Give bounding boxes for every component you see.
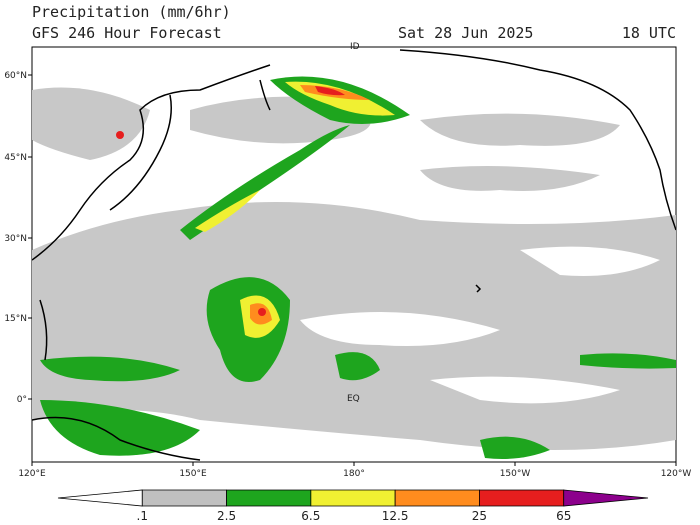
lon-label: 150°E [179, 469, 207, 479]
map [31, 46, 677, 463]
colorbar-label: 25 [472, 509, 487, 523]
colorbar-segment [479, 489, 565, 507]
lat-label: 15°N [4, 314, 27, 324]
colorbar-label: 12.5 [382, 509, 409, 523]
colorbar-label: 2.5 [217, 509, 236, 523]
id-label: ID [350, 42, 360, 52]
colorbar-segment [394, 489, 480, 507]
colorbar-label: 6.5 [301, 509, 320, 523]
time: 18 UTC [622, 24, 676, 42]
eq-label: EQ [347, 394, 360, 404]
title: Precipitation (mm/6hr) [32, 3, 231, 21]
colorbar-label: .1 [137, 509, 148, 523]
colorbar-segment [310, 489, 396, 507]
date: Sat 28 Jun 2025 [398, 24, 533, 42]
colorbar-label: 65 [556, 509, 571, 523]
colorbar-segment [226, 489, 312, 507]
colorbar-segment [141, 489, 227, 507]
lon-label: 150°W [500, 469, 531, 479]
lon-label: 120°W [661, 469, 692, 479]
lat-label: 60°N [4, 71, 27, 81]
colorbar-segment [563, 489, 649, 507]
lon-label: 180° [343, 469, 365, 479]
colorbar-segment [57, 489, 143, 507]
model-line: GFS 246 Hour Forecast [32, 24, 222, 42]
lon-label: 120°E [18, 469, 46, 479]
lat-label: 45°N [4, 153, 27, 163]
lat-label: 0° [17, 395, 27, 405]
lat-label: 30°N [4, 234, 27, 244]
